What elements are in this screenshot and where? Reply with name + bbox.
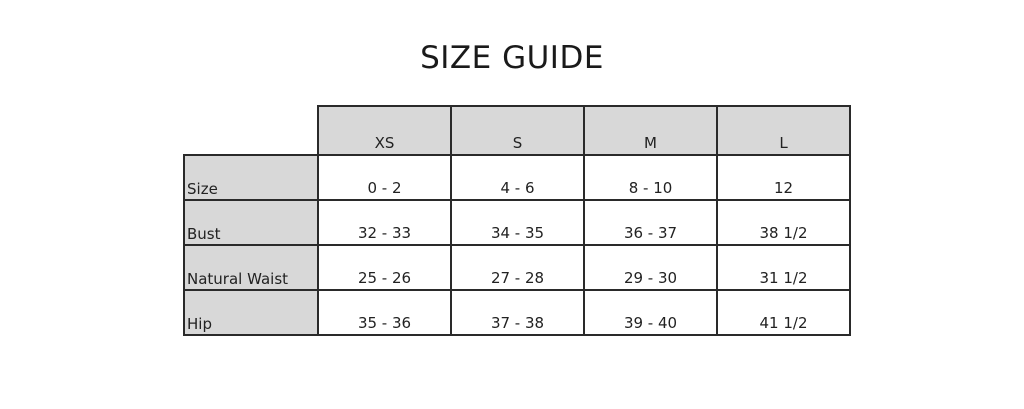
row-label: Natural Waist: [183, 244, 319, 291]
table-cell: 12: [716, 154, 851, 201]
column-header-xs: XS: [317, 105, 452, 156]
page-title: SIZE GUIDE: [420, 40, 604, 76]
row-label: Bust: [183, 199, 319, 246]
row-label: Hip: [183, 289, 319, 336]
empty-corner-cell: [184, 106, 318, 155]
table-cell: 39 - 40: [583, 289, 718, 336]
table-row: Size 0 - 2 4 - 6 8 - 10 12: [183, 154, 851, 201]
size-guide-table: XS S M L Size 0 - 2 4 - 6 8 - 10 12 Bust…: [183, 105, 851, 336]
table-cell: 32 - 33: [317, 199, 452, 246]
table-row: Natural Waist 25 - 26 27 - 28 29 - 30 31…: [183, 244, 851, 291]
header-row: XS S M L: [184, 105, 851, 156]
table-cell: 36 - 37: [583, 199, 718, 246]
row-label: Size: [183, 154, 319, 201]
column-header-m: M: [583, 105, 718, 156]
table-cell: 34 - 35: [450, 199, 585, 246]
table-cell: 0 - 2: [317, 154, 452, 201]
table-cell: 8 - 10: [583, 154, 718, 201]
table-cell: 38 1/2: [716, 199, 851, 246]
column-header-s: S: [450, 105, 585, 156]
table-cell: 4 - 6: [450, 154, 585, 201]
table-row: Bust 32 - 33 34 - 35 36 - 37 38 1/2: [183, 199, 851, 246]
table-cell: 29 - 30: [583, 244, 718, 291]
column-header-l: L: [716, 105, 851, 156]
table-cell: 25 - 26: [317, 244, 452, 291]
table-row: Hip 35 - 36 37 - 38 39 - 40 41 1/2: [183, 289, 851, 336]
table-cell: 37 - 38: [450, 289, 585, 336]
table-cell: 35 - 36: [317, 289, 452, 336]
table-cell: 27 - 28: [450, 244, 585, 291]
table-cell: 31 1/2: [716, 244, 851, 291]
table-cell: 41 1/2: [716, 289, 851, 336]
